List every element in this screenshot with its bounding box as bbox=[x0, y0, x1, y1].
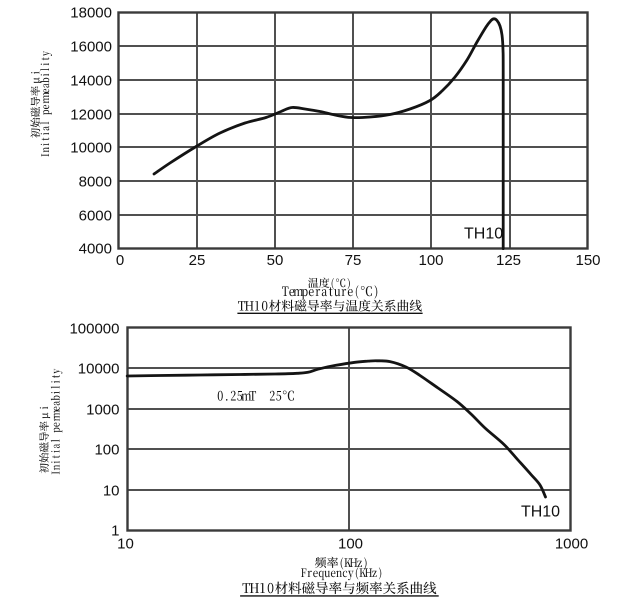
svg-text:10000: 10000 bbox=[78, 360, 120, 377]
svg-text:10: 10 bbox=[103, 482, 120, 499]
svg-text:16000: 16000 bbox=[70, 38, 112, 55]
svg-text:4000: 4000 bbox=[79, 240, 112, 257]
svg-text:8000: 8000 bbox=[79, 173, 112, 190]
svg-text:50: 50 bbox=[267, 252, 284, 269]
svg-text:12000: 12000 bbox=[70, 106, 112, 123]
svg-text:100000: 100000 bbox=[69, 320, 119, 337]
svg-text:TH10: TH10 bbox=[521, 504, 560, 521]
svg-text:14000: 14000 bbox=[70, 72, 112, 89]
svg-text:100: 100 bbox=[418, 252, 443, 269]
svg-text:6000: 6000 bbox=[79, 207, 112, 224]
svg-text:1000: 1000 bbox=[86, 401, 119, 418]
svg-text:125: 125 bbox=[496, 252, 521, 269]
svg-text:1000: 1000 bbox=[555, 535, 588, 552]
svg-text:1: 1 bbox=[111, 522, 119, 539]
svg-text:10: 10 bbox=[117, 535, 134, 552]
svg-text:150: 150 bbox=[575, 252, 600, 269]
svg-text:TH10: TH10 bbox=[464, 226, 503, 243]
svg-text:100: 100 bbox=[94, 441, 119, 458]
svg-text:0: 0 bbox=[116, 252, 124, 269]
svg-text:75: 75 bbox=[345, 252, 362, 269]
svg-text:10000: 10000 bbox=[70, 139, 112, 156]
svg-text:18000: 18000 bbox=[70, 4, 112, 21]
svg-text:25: 25 bbox=[189, 252, 206, 269]
svg-text:100: 100 bbox=[338, 535, 363, 552]
